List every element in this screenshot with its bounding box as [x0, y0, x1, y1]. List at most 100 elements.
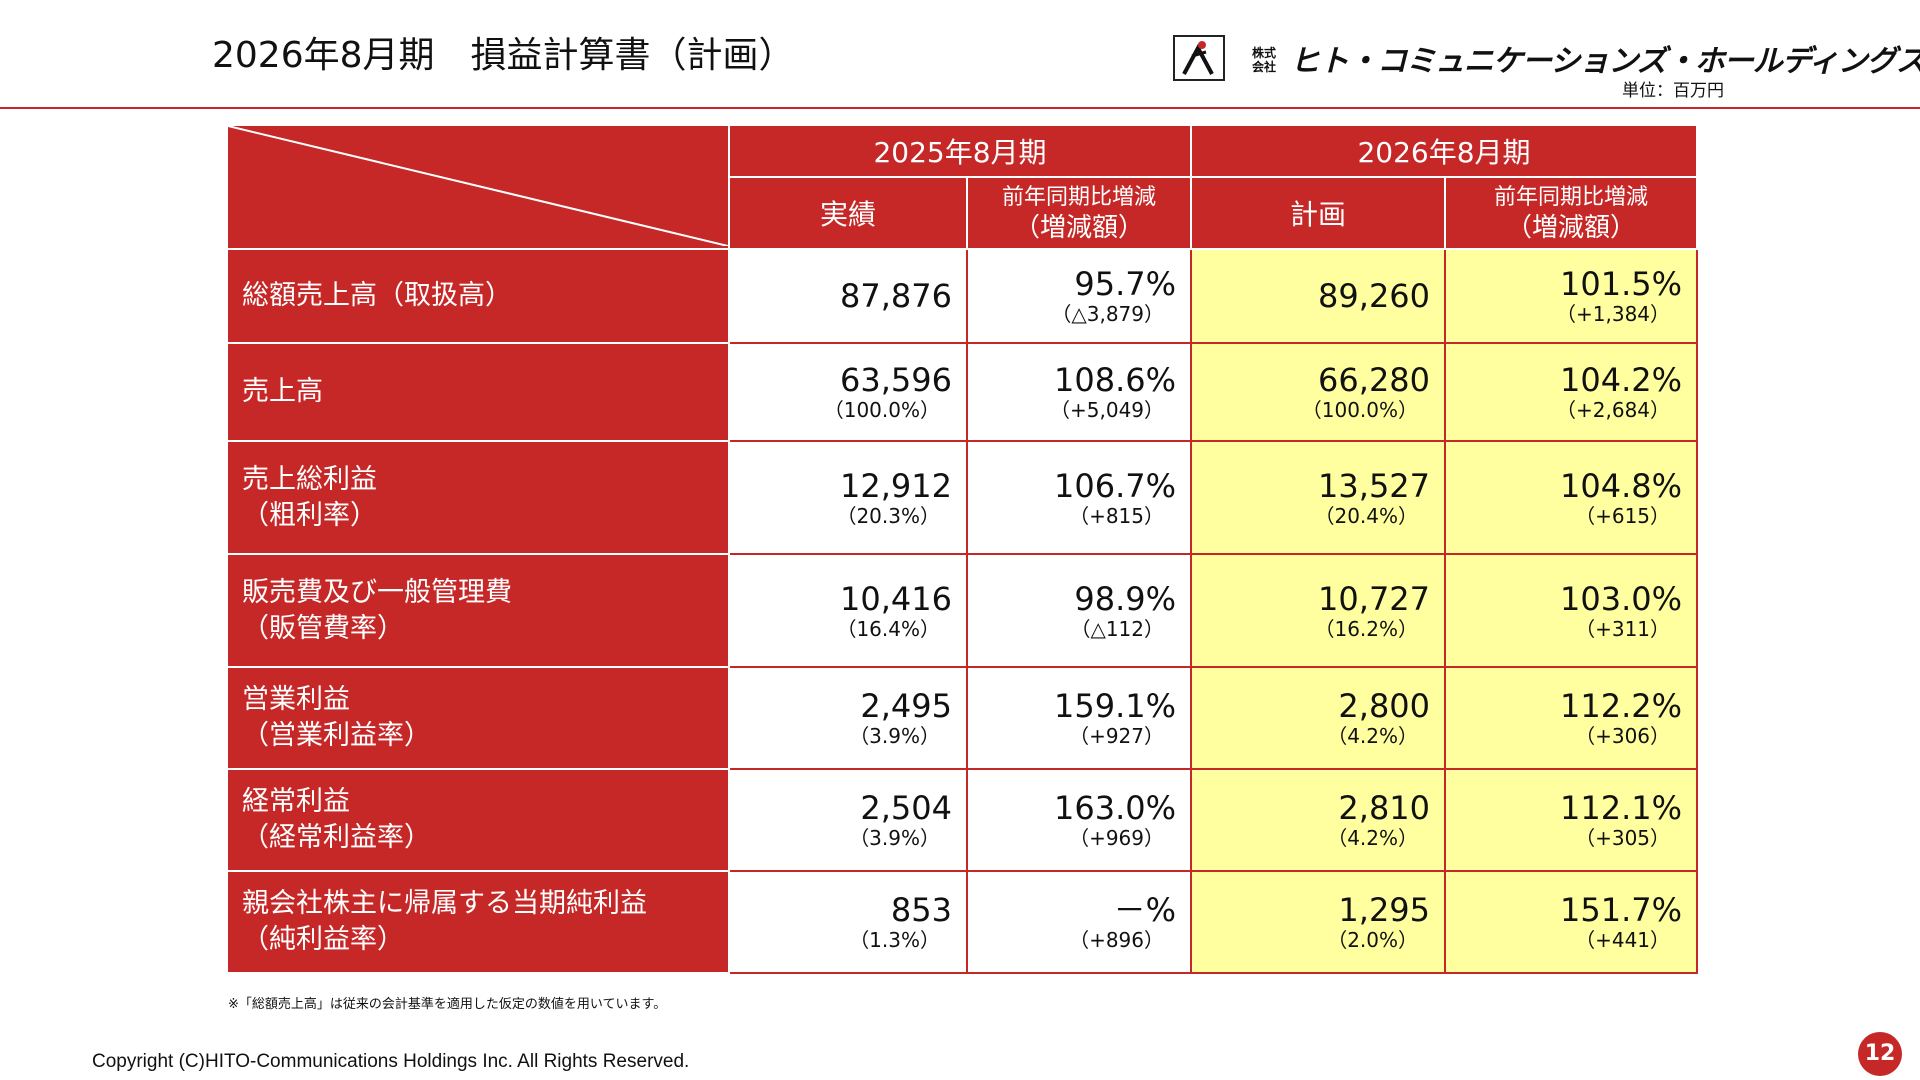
header-divider: [0, 107, 1920, 109]
plan-ratio: （4.2%）: [1327, 826, 1419, 850]
actual-value: 63,596: [840, 361, 952, 399]
actual-yoy-cell: 163.0% （+969）: [965, 768, 1193, 872]
plan-value: 2,800: [1338, 687, 1431, 725]
yoy-header-2025: 前年同期比増減 （増減額）: [965, 176, 1193, 250]
actual-value: 2,495: [860, 687, 952, 725]
plan-yoy-value: 151.7%: [1560, 891, 1683, 929]
table-row-gross-profit: 売上総利益 （粗利率） 12,912 （20.3%） 106.7% （+815）…: [226, 440, 1699, 555]
plan-cell: 89,260: [1190, 248, 1447, 344]
plan-yoy-cell: 112.2% （+306）: [1444, 666, 1699, 770]
plan-ratio: （100.0%）: [1301, 398, 1419, 422]
actual-yoy-cell: 98.9% （△112）: [965, 553, 1193, 668]
year-header-2026: 2026年8月期: [1190, 124, 1699, 178]
plan-cell: 66,280 （100.0%）: [1190, 342, 1447, 442]
plan-yoy-cell: 104.2% （+2,684）: [1444, 342, 1699, 442]
actual-ratio: （20.3%）: [836, 503, 940, 528]
corner-diagonal: [228, 126, 728, 246]
plan-ratio: （16.2%）: [1314, 616, 1419, 641]
copyright: Copyright (C)HITO-Communications Holding…: [92, 1051, 690, 1072]
table-row-sga: 販売費及び一般管理費 （販管費率） 10,416 （16.4%） 98.9% （…: [226, 553, 1699, 668]
actual-cell: 10,416 （16.4%）: [728, 553, 968, 668]
plan-header: 計画: [1190, 176, 1447, 250]
row-label-line2: （販管費率）: [242, 612, 404, 644]
actual-yoy-change: （+969）: [1069, 826, 1165, 850]
actual-ratio: （3.9%）: [849, 724, 940, 748]
plan-ratio: （20.4%）: [1314, 503, 1419, 528]
row-label-line2: （純利益率）: [242, 924, 404, 955]
plan-yoy-change: （+305）: [1575, 826, 1671, 850]
plan-yoy-cell: 104.8% （+615）: [1444, 440, 1699, 555]
plan-yoy-value: 103.0%: [1560, 579, 1683, 618]
plan-yoy-cell: 103.0% （+311）: [1444, 553, 1699, 668]
plan-yoy-value: 104.8%: [1560, 466, 1683, 505]
plan-cell: 10,727 （16.2%）: [1190, 553, 1447, 668]
actual-yoy-cell: 108.6% （+5,049）: [965, 342, 1193, 442]
actual-yoy-value: 95.7%: [1074, 265, 1177, 303]
page-number-badge: 12: [1858, 1032, 1902, 1076]
actual-yoy-change: （+896）: [1069, 928, 1165, 952]
row-label: 売上高: [226, 342, 730, 442]
unit-label: 単位：百万円: [1622, 81, 1724, 101]
actual-yoy-value: 163.0%: [1054, 789, 1177, 827]
actual-yoy-change: （△112）: [1070, 616, 1165, 641]
plan-cell: 1,295 （2.0%）: [1190, 870, 1447, 974]
actual-cell: 12,912 （20.3%）: [728, 440, 968, 555]
row-label-line2: （粗利率）: [242, 499, 377, 531]
row-label-line1: 総額売上高（取扱高）: [242, 280, 512, 311]
row-label: 売上総利益 （粗利率）: [226, 440, 730, 555]
plan-yoy-cell: 151.7% （+441）: [1444, 870, 1699, 974]
actual-header: 実績: [728, 176, 968, 250]
plan-yoy-value: 112.1%: [1560, 789, 1683, 827]
plan-value: 89,260: [1318, 277, 1431, 315]
table-row-ordinary-income: 経常利益 （経常利益率） 2,504 （3.9%） 163.0% （+969） …: [226, 768, 1699, 872]
actual-yoy-change: （+815）: [1069, 503, 1165, 528]
actual-value: 853: [890, 891, 952, 929]
actual-value: 10,416: [840, 579, 952, 618]
actual-yoy-cell: 159.1% （+927）: [965, 666, 1193, 770]
company-logo-icon: [1173, 35, 1225, 81]
actual-value: 87,876: [840, 277, 952, 315]
plan-yoy-change: （+311）: [1575, 616, 1671, 641]
actual-yoy-change: （+927）: [1069, 724, 1165, 748]
row-label-line1: 売上高: [242, 376, 323, 407]
actual-yoy-value: 98.9%: [1074, 579, 1177, 618]
row-label-line1: 売上総利益: [242, 463, 377, 495]
page-title: 2026年8月期 損益計算書（計画）: [212, 35, 795, 76]
plan-value: 66,280: [1318, 361, 1431, 399]
row-label: 営業利益 （営業利益率）: [226, 666, 730, 770]
row-label-line1: 親会社株主に帰属する当期純利益: [242, 888, 647, 919]
table-row-operating-income: 営業利益 （営業利益率） 2,495 （3.9%） 159.1% （+927） …: [226, 666, 1699, 770]
actual-yoy-change: （+5,049）: [1050, 398, 1165, 422]
plan-ratio: （4.2%）: [1327, 724, 1419, 748]
plan-value: 10,727: [1318, 579, 1431, 618]
yoy-header-line2: （増減額）: [1014, 212, 1145, 243]
actual-cell: 63,596 （100.0%）: [728, 342, 968, 442]
actual-ratio: （3.9%）: [849, 826, 940, 850]
plan-yoy-change: （+306）: [1575, 724, 1671, 748]
footnote: ※「総額売上高」は従来の会計基準を適用した仮定の数値を用いています。: [228, 997, 667, 1012]
row-label: 販売費及び一般管理費 （販管費率）: [226, 553, 730, 668]
plan-yoy-change: （+1,384）: [1556, 302, 1671, 326]
yoy-header-line2: （増減額）: [1506, 212, 1637, 243]
plan-yoy-change: （+615）: [1575, 503, 1671, 528]
actual-yoy-cell: 106.7% （+815）: [965, 440, 1193, 555]
corner-cell: [226, 124, 730, 250]
year-header-2025: 2025年8月期: [727, 124, 1193, 178]
actual-yoy-change: （△3,879）: [1051, 302, 1165, 326]
plan-cell: 2,800 （4.2%）: [1190, 666, 1447, 770]
company-name: ヒト・コミュニケーションズ・ホールディングス: [1290, 44, 1920, 79]
actual-yoy-cell: －% （+896）: [965, 870, 1193, 974]
plan-yoy-change: （+441）: [1575, 928, 1671, 952]
table-row-net-sales: 売上高 63,596 （100.0%） 108.6% （+5,049） 66,2…: [226, 342, 1699, 442]
plan-yoy-cell: 101.5% （+1,384）: [1444, 248, 1699, 344]
yoy-header-2026: 前年同期比増減 （増減額）: [1444, 176, 1699, 250]
plan-cell: 2,810 （4.2%）: [1190, 768, 1447, 872]
row-label: 総額売上高（取扱高）: [226, 248, 730, 344]
plan-yoy-change: （+2,684）: [1556, 398, 1671, 422]
yoy-header-line1: 前年同期比増減: [1494, 184, 1649, 210]
actual-yoy-cell: 95.7% （△3,879）: [965, 248, 1193, 344]
actual-yoy-value: 159.1%: [1054, 687, 1177, 725]
row-label-line1: 営業利益: [242, 684, 350, 715]
plan-value: 2,810: [1338, 789, 1431, 827]
table-row-gross-sales: 総額売上高（取扱高） 87,876 95.7% （△3,879） 89,260 …: [226, 248, 1699, 344]
